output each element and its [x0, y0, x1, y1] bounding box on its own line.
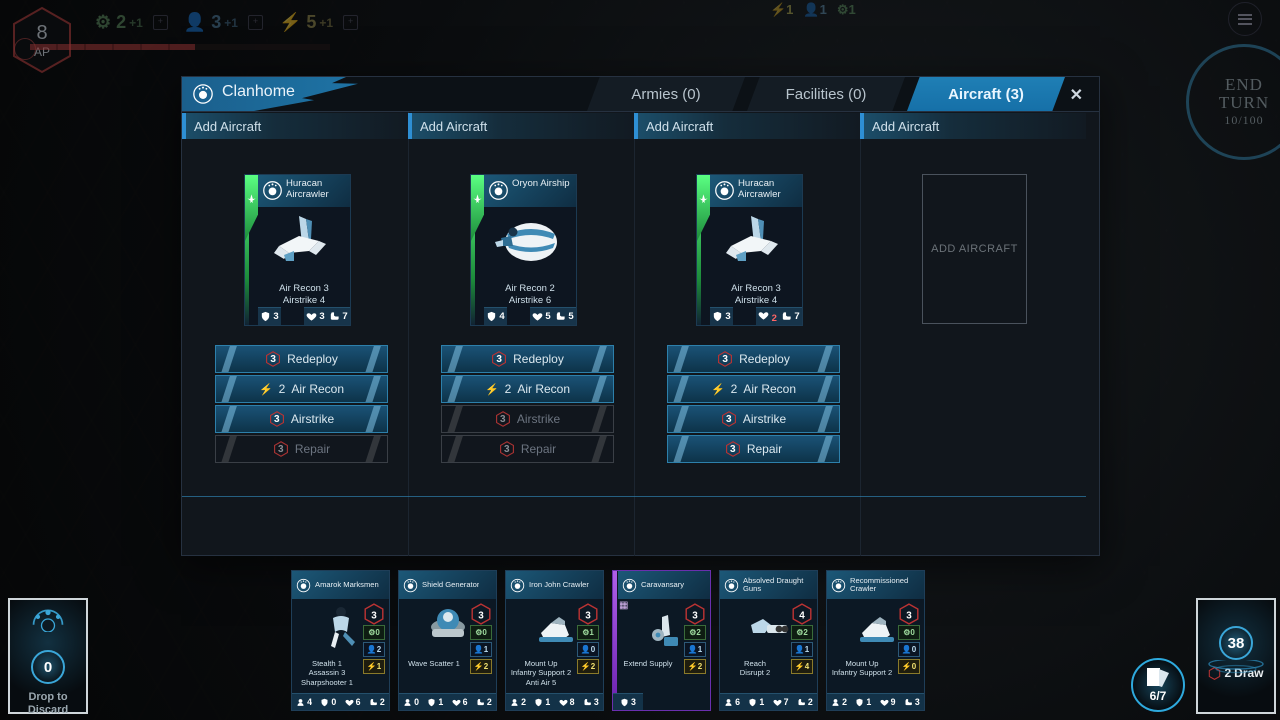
svg-text:4: 4	[799, 610, 805, 621]
svg-text:3: 3	[371, 610, 377, 621]
svg-text:3: 3	[478, 610, 484, 621]
svg-text:3: 3	[692, 610, 698, 621]
svg-text:3: 3	[906, 610, 912, 621]
svg-text:3: 3	[585, 610, 591, 621]
svg-text:8: 8	[36, 22, 47, 44]
